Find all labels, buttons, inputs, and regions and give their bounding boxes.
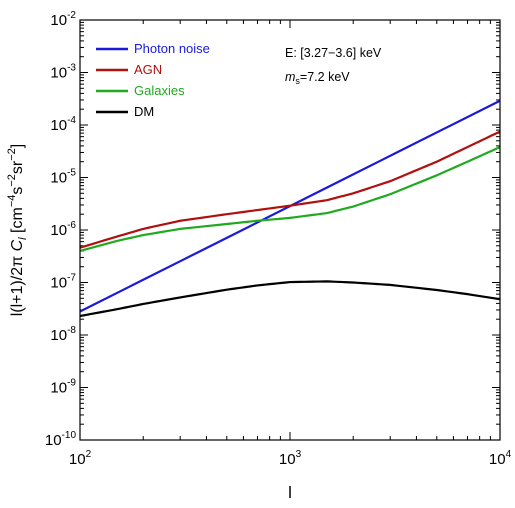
y-label-sub: l: [17, 237, 29, 240]
y-label-a: l(l+1)/2π: [9, 251, 26, 316]
y-tick-label: 10-8: [50, 325, 76, 344]
y-label-unit-open: [cm: [9, 207, 26, 237]
legend: Photon noise AGN Galaxies DM: [96, 41, 210, 119]
y-tick-label: 10-6: [50, 220, 76, 239]
y-label-close: ]: [9, 144, 26, 148]
legend-label-photon-noise: Photon noise: [134, 41, 210, 56]
y-tick-label: 10-10: [45, 430, 77, 449]
annotation-mass-text: ms=7.2 keV: [285, 70, 350, 86]
y-tick-label: 10-9: [50, 378, 76, 397]
series-line-galaxies: [79, 146, 501, 252]
legend-label-galaxies: Galaxies: [134, 83, 185, 98]
y-label-s: s: [9, 187, 26, 195]
tick-labels: 102 103 104 10-10 10-9 10-8 10-7 10-6 10-5 10-4 10…: [45, 10, 512, 468]
annotation-energy: E: [3.27−3.6] keV: [285, 46, 382, 60]
y-label-exp3: −2: [6, 148, 18, 161]
y-tick-label: 10-4: [50, 115, 76, 134]
x-tick-label: 104: [489, 449, 512, 468]
y-label-exp2: −2: [6, 174, 18, 187]
annotation-mass-sub: s: [295, 76, 300, 86]
series-line-dm: [79, 280, 501, 318]
annotation-mass: ms=7.2 keV: [285, 70, 350, 86]
y-tick-label: 10-5: [50, 168, 76, 187]
y-tick-label: 10-7: [50, 273, 76, 292]
series-lines: [79, 99, 501, 318]
y-label-exp1: −4: [6, 195, 18, 208]
annotation-mass-rest: =7.2 keV: [300, 70, 350, 84]
y-label-c: C: [9, 239, 26, 251]
y-tick-label: 10-3: [50, 63, 76, 82]
annotation-energy-text: E: [3.27−3.6] keV: [285, 46, 382, 60]
series-line-agn: [79, 130, 501, 249]
legend-label-agn: AGN: [134, 62, 162, 77]
annotation-mass-symbol: m: [285, 70, 295, 84]
y-label-sr: sr: [9, 160, 26, 174]
legend-label-dm: DM: [134, 104, 154, 119]
tick-marks: [79, 20, 500, 441]
x-tick-label: 102: [69, 449, 92, 468]
x-axis-label: l: [288, 483, 292, 502]
plot-frame: [79, 19, 501, 441]
x-tick-label: 103: [279, 449, 302, 468]
y-axis-label: l(l+1)/2π Cl [cm−4s−2sr−2]: [6, 144, 29, 317]
y-tick-label: 10-2: [50, 10, 76, 29]
